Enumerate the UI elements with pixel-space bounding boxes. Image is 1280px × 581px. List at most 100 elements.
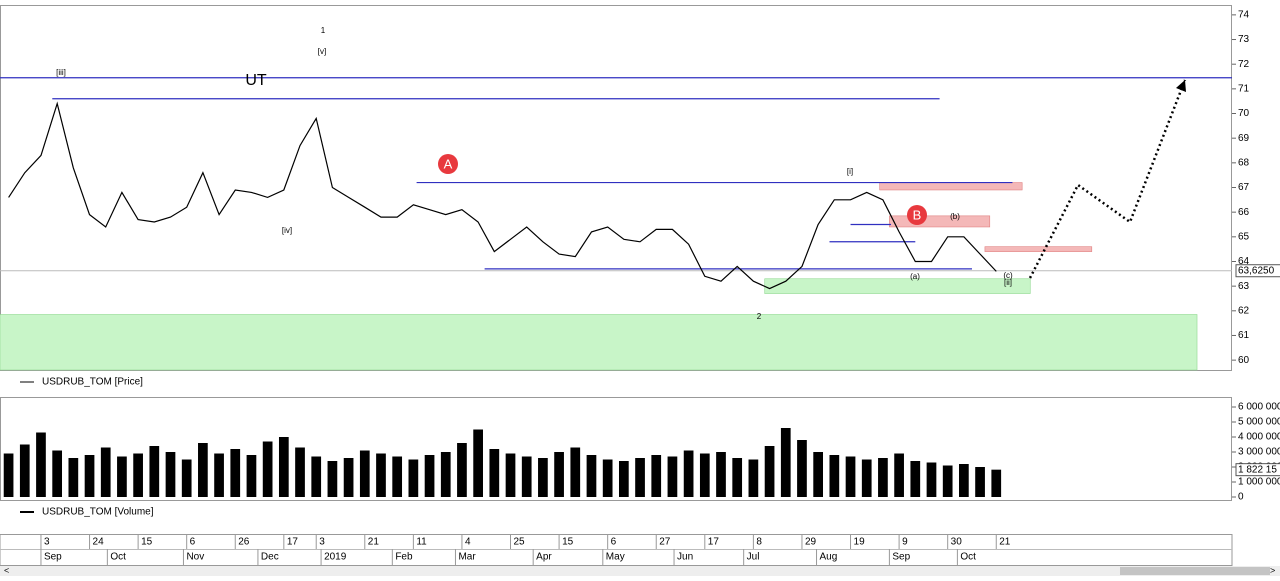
y-tick-label: 66 (1238, 207, 1250, 218)
wave-label: (b) (950, 212, 960, 221)
volume-bar (554, 452, 564, 497)
wave-label: [v] (318, 47, 326, 56)
volume-bar (327, 461, 338, 497)
volume-bar (699, 453, 710, 497)
volume-bar (36, 432, 46, 497)
volume-bar (68, 458, 79, 497)
volume-bar (133, 453, 143, 497)
x-tick-label: 4 (465, 537, 471, 548)
volume-bar (343, 458, 354, 497)
volume-bar (376, 453, 386, 497)
x-tick-label: 24 (93, 537, 105, 548)
y-tick-label: 0 (1238, 492, 1244, 503)
wave-label: [i] (847, 167, 853, 176)
volume-bar (473, 429, 483, 497)
y-tick-label: 65 (1238, 231, 1250, 242)
volume-bar (797, 440, 807, 497)
x-tick-label: 15 (141, 537, 153, 548)
scroll-thumb[interactable] (1120, 567, 1270, 575)
volume-bar (392, 456, 403, 497)
x-tick-label: 6 (611, 537, 617, 548)
volume-bar (716, 452, 726, 497)
x-tick-label: 15 (562, 537, 574, 548)
y-tick-label: 1 000 000 (1238, 477, 1280, 488)
volume-bar (19, 444, 30, 497)
x-tick-label: 3 (319, 537, 325, 548)
x-tick-label: 17 (708, 537, 720, 548)
y-tick-label: 71 (1238, 83, 1250, 94)
y-tick-label: 67 (1238, 182, 1250, 193)
volume-bar (295, 447, 305, 497)
volume-bar (635, 458, 645, 497)
y-tick-label: 64 (1238, 256, 1250, 267)
volume-bar (181, 459, 192, 497)
month-label: May (606, 552, 625, 563)
volume-bar (198, 443, 208, 497)
price-panel (0, 5, 1232, 371)
volume-bar (440, 452, 451, 497)
legend-price: USDRUB_TOM [Price] (42, 377, 143, 388)
x-tick-label: 9 (902, 537, 908, 548)
volume-bar (505, 453, 516, 497)
volume-bar (910, 461, 921, 497)
volume-bar (975, 467, 985, 497)
scroll-left[interactable]: < (4, 565, 9, 575)
y-tick-label: 5 000 000 (1238, 417, 1280, 428)
month-label: 2019 (324, 552, 347, 563)
month-label: Oct (110, 552, 126, 563)
volume-bar (894, 453, 904, 497)
volume-bar (489, 449, 500, 497)
y-tick-label: 63 (1238, 281, 1250, 292)
month-label: Sep (892, 552, 910, 563)
volume-bar (84, 455, 95, 497)
volume-bar (845, 456, 856, 497)
scrollbar[interactable] (0, 566, 1280, 576)
wave-label: (c) (1003, 271, 1013, 280)
zone (0, 314, 1198, 371)
wave-label: 2 (757, 312, 762, 321)
y-tick-label: 73 (1238, 34, 1250, 45)
projection-path (1028, 79, 1187, 279)
last-value-label: 1 822 15 (1238, 464, 1277, 475)
scroll-right[interactable]: > (1270, 565, 1275, 575)
marker-circle (438, 154, 458, 174)
volume-bar (764, 446, 775, 497)
volume-bar (748, 459, 759, 497)
volume-bar (586, 455, 597, 497)
volume-bar (3, 453, 14, 497)
volume-bar (408, 459, 419, 497)
zone (764, 278, 1031, 294)
volume-bar (262, 441, 273, 497)
volume-bar (278, 437, 289, 497)
x-tick-label: 8 (756, 537, 762, 548)
y-tick-label: 62 (1238, 305, 1250, 316)
volume-bar (829, 455, 840, 497)
wave-label: UT (245, 72, 267, 89)
last-value-box (1235, 264, 1280, 278)
volume-bar (311, 456, 322, 497)
y-tick-label: 68 (1238, 157, 1250, 168)
projection-arrowhead (1176, 80, 1186, 92)
volume-bar (618, 461, 629, 497)
price-line (8, 101, 997, 290)
volume-bar (651, 455, 662, 497)
volume-bar (149, 446, 160, 497)
volume-bar (861, 459, 872, 497)
month-label: Nov (186, 552, 204, 563)
x-tick-label: 19 (854, 537, 866, 548)
volume-bar (780, 428, 791, 497)
x-tick-label: 25 (514, 537, 526, 548)
month-label: Apr (536, 552, 552, 563)
y-tick-label: 72 (1238, 59, 1250, 70)
wave-label: [ii] (1004, 278, 1012, 287)
month-label: Oct (960, 552, 976, 563)
x-tick-label: 17 (287, 537, 299, 548)
volume-bar (100, 447, 111, 497)
legend-volume: USDRUB_TOM [Volume] (42, 507, 154, 518)
volume-bar (813, 452, 824, 497)
volume-bar (667, 456, 678, 497)
marker-label: A (444, 156, 453, 171)
volume-bar (538, 458, 548, 497)
